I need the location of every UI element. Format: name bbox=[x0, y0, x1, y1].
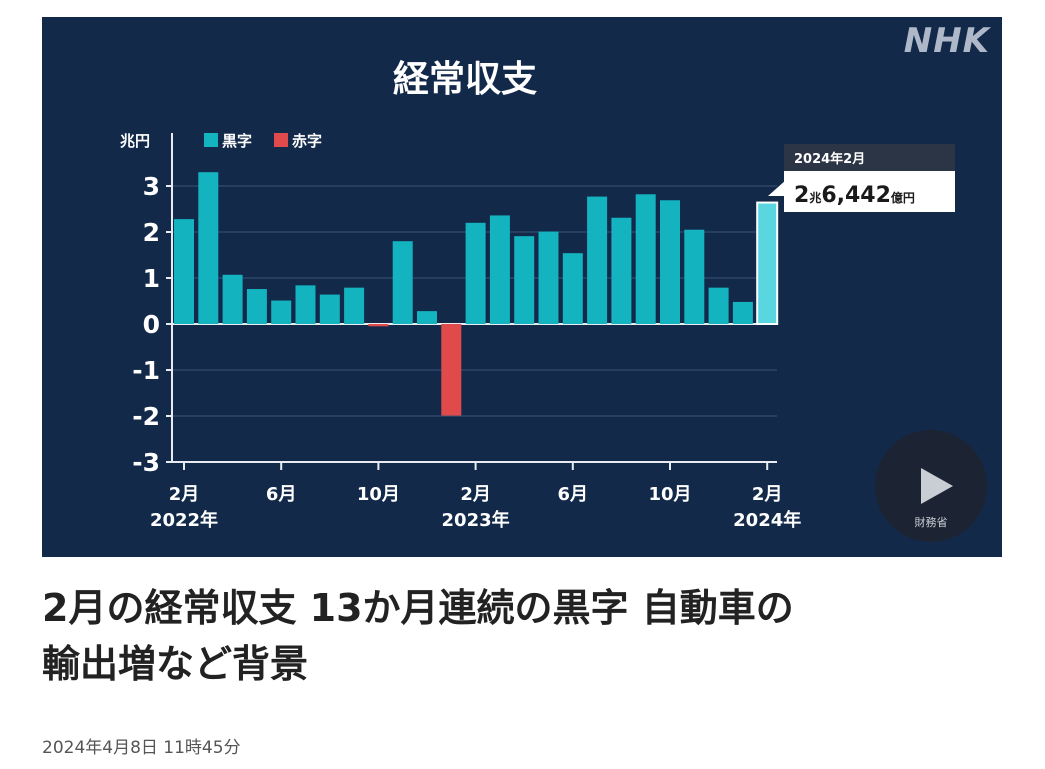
y-tick-label: 2 bbox=[143, 218, 160, 247]
y-tick-label: 0 bbox=[143, 310, 160, 339]
callout-body bbox=[784, 171, 955, 212]
video-player[interactable]: 経常収支兆円 黒字 赤字 3 2 1 0 -1 -2 -3 2月 2022年 6月 10月 2月 2023年 6… bbox=[42, 17, 1002, 557]
bar bbox=[514, 236, 535, 324]
source-label: 財務省 bbox=[914, 516, 948, 529]
bar bbox=[538, 231, 559, 324]
x-tick-label: 6月 bbox=[558, 484, 589, 505]
bar bbox=[465, 222, 486, 324]
x-tick-label: 10月 bbox=[648, 484, 691, 505]
bar bbox=[441, 324, 462, 416]
legend-swatch bbox=[204, 133, 218, 147]
y-tick-label: 3 bbox=[143, 172, 160, 201]
bar bbox=[611, 217, 632, 324]
callout-pointer bbox=[768, 180, 786, 196]
bar bbox=[246, 289, 267, 324]
bar bbox=[319, 294, 340, 324]
bar bbox=[222, 274, 243, 324]
publish-date: 2024年4月8日 11時45分 bbox=[42, 738, 241, 758]
bar bbox=[368, 324, 389, 327]
bar bbox=[708, 287, 729, 324]
bar bbox=[198, 172, 219, 324]
callout-header bbox=[784, 144, 955, 171]
article-headline: 2月の経常収支 13か月連続の黒字 自動車の 輸出増など背景 bbox=[42, 580, 1002, 692]
y-tick-label: -2 bbox=[132, 402, 160, 431]
bar bbox=[417, 311, 437, 324]
legend-label: 黒字 bbox=[222, 132, 252, 150]
bar bbox=[660, 200, 680, 324]
x-year-label: 2022年 bbox=[150, 509, 218, 531]
bar bbox=[344, 287, 365, 324]
bar bbox=[392, 241, 413, 324]
bar bbox=[732, 301, 753, 324]
y-tick-label: -3 bbox=[132, 448, 160, 477]
x-tick-label: 2月 bbox=[460, 484, 491, 505]
bar bbox=[684, 229, 705, 324]
nhk-logo: NHK bbox=[903, 21, 990, 61]
legend-label: 赤字 bbox=[292, 132, 322, 150]
x-year-label: 2024年 bbox=[733, 509, 801, 531]
play-icon bbox=[921, 468, 953, 504]
x-tick-label: 2月 bbox=[752, 484, 783, 505]
bar bbox=[635, 194, 656, 324]
headline-line-2: 輸出増など背景 bbox=[42, 642, 309, 686]
x-tick-label: 6月 bbox=[266, 484, 297, 505]
bar-highlight bbox=[756, 201, 779, 325]
bar bbox=[174, 219, 194, 324]
bar bbox=[271, 300, 292, 324]
bar bbox=[562, 253, 583, 324]
chart-title: 経常収支 bbox=[393, 59, 537, 100]
play-button[interactable]: 財務省 bbox=[875, 430, 987, 542]
bar bbox=[295, 285, 316, 324]
y-tick-label: 1 bbox=[143, 264, 160, 293]
bar bbox=[489, 215, 510, 324]
y-tick-label: -1 bbox=[132, 356, 160, 385]
headline-line-1: 2月の経常収支 13か月連続の黒字 自動車の bbox=[42, 586, 794, 630]
legend-swatch bbox=[274, 133, 288, 147]
y-axis-unit: 兆円 bbox=[120, 132, 150, 150]
callout-value: 2兆6,442億円 bbox=[794, 183, 915, 208]
x-tick-label: 2月 bbox=[169, 484, 200, 505]
x-tick-label: 10月 bbox=[357, 484, 400, 505]
callout-date: 2024年2月 bbox=[794, 151, 865, 167]
bar bbox=[587, 196, 608, 324]
x-year-label: 2023年 bbox=[442, 509, 510, 531]
